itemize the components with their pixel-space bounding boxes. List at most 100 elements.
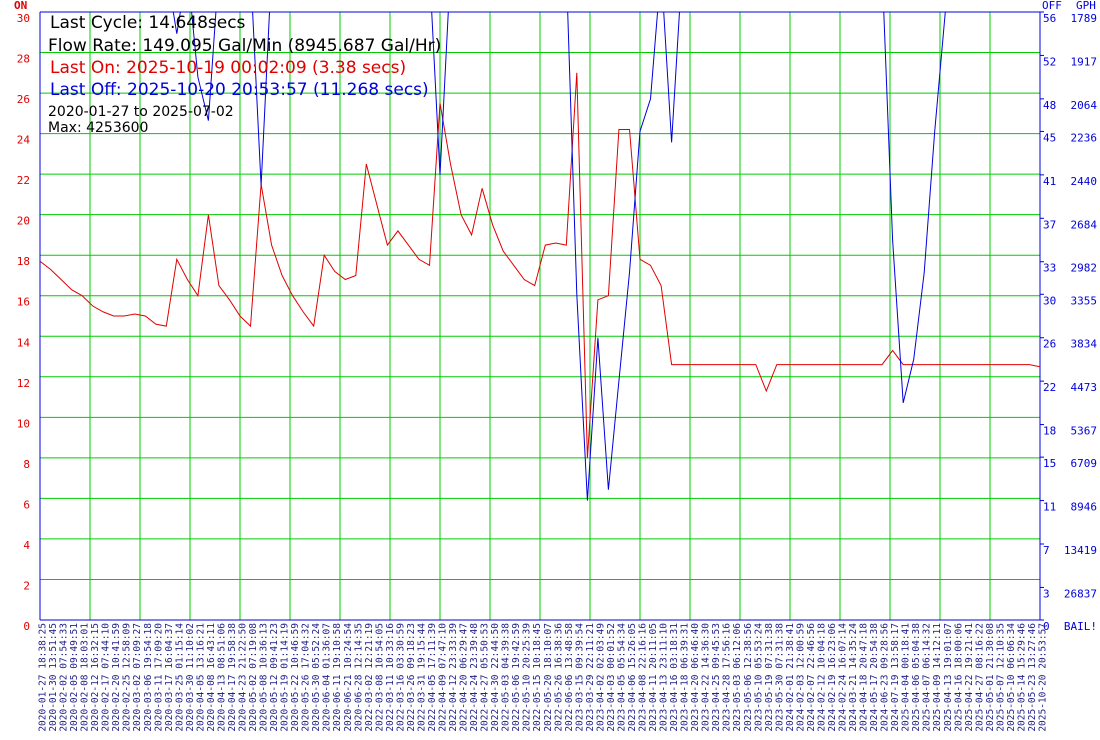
x-tick-label: 2020-05-19 01:14:19 — [280, 623, 291, 732]
x-tick-label: 2022-05-06 19:42:59 — [511, 623, 522, 732]
y-tick-label: 30 — [17, 12, 30, 25]
y2-tick-label: 56 — [1043, 12, 1056, 25]
x-tick-label: 2025-04-09 14:12:11 — [932, 623, 943, 732]
x-tick-label: 2023-04-03 00:01:52 — [606, 623, 617, 732]
x-tick-label: 2025-05-07 12:10:35 — [995, 623, 1006, 732]
x-tick-label: 2023-05-06 12:38:56 — [743, 623, 754, 732]
y2-tick-label: 7 — [1043, 544, 1050, 557]
y-tick-label: 14 — [17, 336, 31, 349]
max-value: Max: 4253600 — [48, 120, 148, 136]
x-tick-label: 2024-02-03 12:00:59 — [795, 623, 806, 732]
x-tick-label: 2022-04-12 23:33:39 — [448, 623, 459, 732]
last-off: Last Off: 2025-10-20 20:53:57 (11.268 se… — [50, 80, 429, 100]
x-tick-label: 2020-05-26 17:04:32 — [301, 623, 312, 732]
gph-tick-label: 2684 — [1071, 218, 1098, 231]
plot-lines — [40, 12, 1040, 501]
gph-tick-label: 1917 — [1071, 55, 1098, 68]
x-tick-label: 2022-05-20 18:10:07 — [543, 623, 554, 732]
x-tick-label: 2023-04-22 14:36:30 — [701, 623, 712, 732]
y2-tick-label: 52 — [1043, 55, 1056, 68]
x-tick-label: 2020-05-12 09:41:23 — [269, 623, 280, 732]
x-tick-label: 2024-03-21 14:35:24 — [848, 623, 859, 732]
x-tick-label: 2025-04-06 05:04:38 — [911, 623, 922, 732]
x-tick-label: 2020-05-08 10:36:13 — [259, 623, 270, 732]
x-tick-label: 2024-02-12 10:04:18 — [816, 623, 827, 732]
x-tick-label: 2023-04-20 06:46:40 — [690, 623, 701, 732]
y-tick-label: 10 — [17, 417, 30, 430]
gph-axis-header: GPH — [1076, 0, 1096, 12]
x-tick-label: 2020-01-30 13:51:45 — [48, 623, 59, 732]
x-tick-label: 2023-04-02 02:03:49 — [595, 623, 606, 732]
gph-tick-label: 13419 — [1064, 544, 1097, 557]
x-tick-label: 2025-04-22 19:21:41 — [964, 623, 975, 732]
x-tick-label: 2025-05-10 06:06:34 — [1006, 623, 1017, 732]
x-tick-label: 2023-05-03 06:12:06 — [732, 623, 743, 732]
y-tick-label: 22 — [17, 174, 30, 187]
x-tick-label: 2023-04-25 09:45:53 — [711, 623, 722, 732]
y2-tick-label: 30 — [1043, 294, 1056, 307]
on-axis-header: ON — [14, 0, 27, 12]
gph-tick-label: 4473 — [1071, 381, 1098, 394]
x-tick-label: 2020-06-28 12:14:35 — [353, 623, 364, 732]
y-tick-label: 4 — [23, 539, 30, 552]
date-range: 2020-01-27 to 2025-07-02 — [48, 104, 234, 120]
x-tick-label: 2022-03-16 03:30:59 — [395, 623, 406, 732]
gph-tick-label: 2982 — [1071, 262, 1098, 275]
x-tick-label: 2022-05-15 10:18:45 — [532, 623, 543, 732]
x-tick-label: 2020-03-02 07:09:27 — [132, 623, 143, 732]
x-tick-label: 2020-04-13 08:51:06 — [216, 623, 227, 732]
x-tick-label: 2020-05-30 05:52:24 — [311, 623, 322, 732]
y-tick-label: 0 — [23, 620, 30, 633]
gph-tick-label: 5367 — [1071, 425, 1098, 438]
x-tick-label: 2023-05-19 07:31:38 — [764, 623, 775, 732]
x-tick-label: 2023-05-30 07:31:38 — [774, 623, 785, 732]
x-tick-label: 2023-04-18 06:39:31 — [680, 623, 691, 732]
gph-tick-label: 2236 — [1071, 131, 1098, 144]
x-tick-label: 2022-04-09 07:47:10 — [438, 623, 449, 732]
x-tick-label: 2025-05-01 21:30:08 — [985, 623, 996, 732]
x-tick-label: 2025-05-23 13:27:46 — [1027, 623, 1038, 732]
x-tick-label: 2023-05-10 05:53:24 — [753, 623, 764, 732]
y-tick-label: 16 — [17, 296, 30, 309]
x-tick-label: 2020-04-17 19:58:38 — [227, 623, 238, 732]
x-tick-label: 2024-02-01 21:38:41 — [785, 623, 796, 732]
y2-tick-label: 26 — [1043, 338, 1056, 351]
x-tick-label: 2020-04-23 21:22:50 — [238, 623, 249, 732]
y2-tick-label: 3 — [1043, 587, 1050, 600]
x-tick-label: 2022-04-30 22:44:50 — [490, 623, 501, 732]
x-tick-label: 2020-03-30 11:10:02 — [185, 623, 196, 732]
last-on: Last On: 2025-10-19 00:02:09 (3.38 secs) — [50, 58, 406, 78]
x-tick-label: 2020-04-08 16:43:11 — [206, 623, 217, 732]
x-tick-label: 2020-03-17 16:04:37 — [164, 623, 175, 732]
x-tick-label: 2023-04-11 20:11:05 — [648, 623, 659, 732]
y2-tick-label: 0 — [1043, 620, 1050, 633]
x-tick-label: 2020-06-11 19:10:58 — [332, 623, 343, 732]
y-tick-label: 20 — [17, 215, 30, 228]
flow-rate: Flow Rate: 149.095 Gal/Min (8945.687 Gal… — [48, 36, 441, 56]
gph-tick-label: 26837 — [1064, 587, 1097, 600]
x-tick-label: 2022-04-27 05:50:53 — [480, 623, 491, 732]
x-tick-label: 2025-04-27 08:16:22 — [974, 623, 985, 732]
series-line — [40, 72, 1040, 458]
x-tick-label: 2020-02-12 16:32:15 — [90, 623, 101, 732]
labels: 0246810121416182022242628300371115182226… — [17, 11, 1098, 732]
y2-tick-label: 15 — [1043, 457, 1056, 470]
x-tick-label: 2022-05-03 04:39:38 — [501, 623, 512, 732]
x-tick-label: 2025-10-20 20:53:57 — [1038, 623, 1049, 732]
gph-tick-label: 1789 — [1071, 12, 1098, 25]
x-tick-label: 2022-04-20 06:29:47 — [459, 623, 470, 732]
x-tick-label: 2024-04-18 20:47:18 — [859, 623, 870, 732]
x-tick-label: 2024-02-19 16:23:06 — [827, 623, 838, 732]
y2-tick-label: 37 — [1043, 218, 1056, 231]
x-tick-label: 2022-03-08 10:54:05 — [374, 623, 385, 732]
x-tick-label: 2023-04-13 23:11:10 — [659, 623, 670, 732]
x-tick-label: 2022-03-26 09:18:23 — [406, 623, 417, 732]
gph-tick-label: 3834 — [1071, 338, 1098, 351]
gph-tick-label: 6709 — [1071, 457, 1098, 470]
y-tick-label: 12 — [17, 377, 30, 390]
x-tick-label: 2020-02-05 09:49:51 — [69, 623, 80, 732]
gph-tick-label: BAIL! — [1064, 620, 1097, 633]
y2-tick-label: 11 — [1043, 501, 1056, 514]
